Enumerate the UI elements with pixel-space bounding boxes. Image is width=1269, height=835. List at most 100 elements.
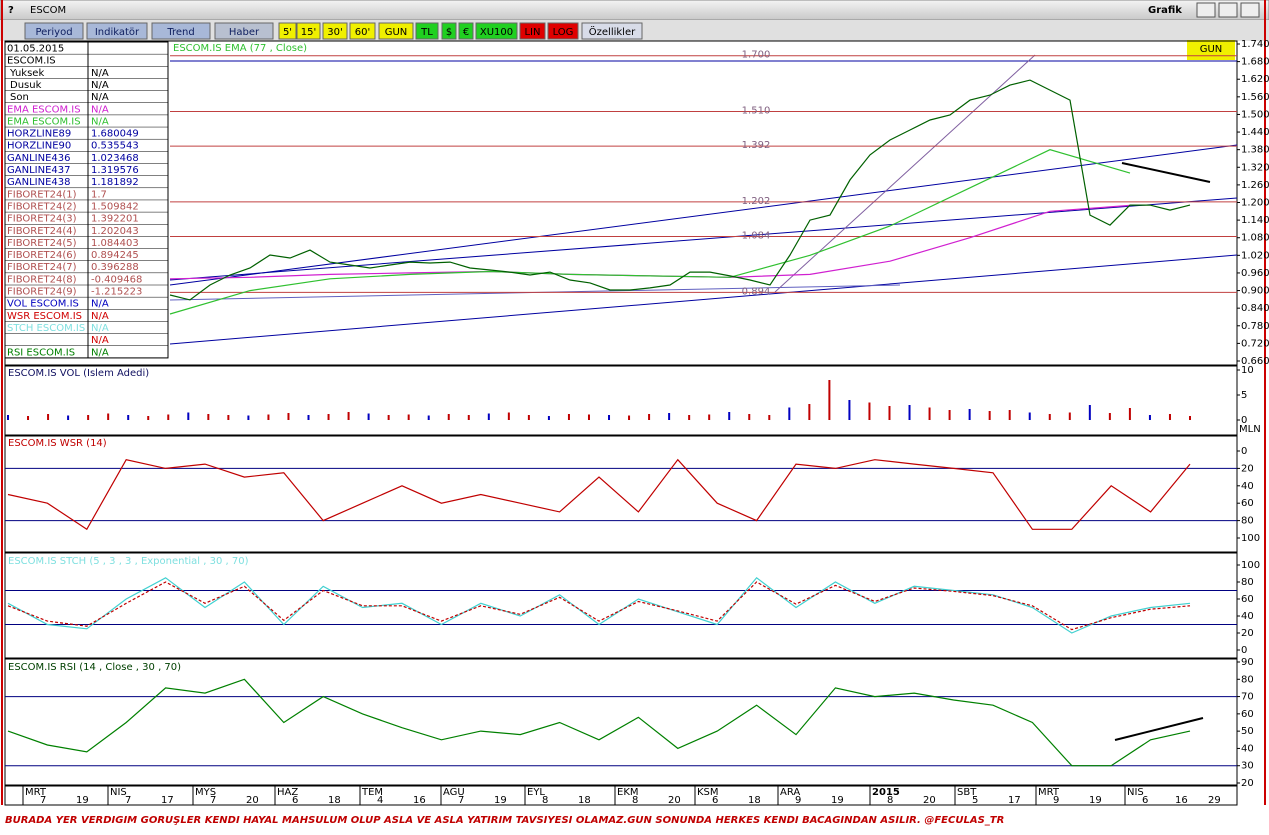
volume-bar: [808, 404, 811, 420]
volume-bar: [7, 415, 9, 420]
info-label: STCH ESCOM.IS: [7, 323, 85, 334]
volume-bar: [788, 407, 791, 420]
info-label: FIBORET24(5): [7, 238, 77, 249]
volume-bar: [828, 380, 831, 420]
y-tick-label: 90: [1241, 657, 1254, 668]
toolbar-label[interactable]: Periyod: [35, 27, 72, 38]
day-label: 8: [887, 795, 893, 806]
fib-label: 1.510: [742, 106, 771, 117]
info-value: N/A: [91, 104, 109, 115]
y-tick-label: 1.440: [1241, 127, 1269, 138]
month-label: MRT: [1038, 787, 1060, 798]
info-value: N/A: [91, 299, 109, 310]
volume-bar: [307, 415, 310, 420]
toolbar-button[interactable]: [415, 22, 439, 40]
toolbar-button[interactable]: [24, 22, 84, 40]
info-label: FIBORET24(3): [7, 214, 77, 225]
volume-bar: [407, 414, 410, 420]
day-label: 7: [210, 795, 216, 806]
y-tick-label: 1.020: [1241, 250, 1269, 261]
day-label: 18: [578, 795, 591, 806]
toolbar-label[interactable]: $: [446, 27, 452, 38]
toolbar-label[interactable]: Haber: [229, 27, 260, 38]
month-label: TEM: [361, 787, 383, 798]
y-tick-label: 1.500: [1241, 109, 1269, 120]
toolbar-button[interactable]: [458, 22, 474, 40]
volume-bar: [1128, 408, 1131, 420]
panel-title: ESCOM.IS WSR (14): [8, 438, 107, 449]
toolbar-label[interactable]: 30': [327, 27, 342, 38]
toolbar-label[interactable]: LOG: [553, 27, 574, 38]
info-value: N/A: [91, 116, 109, 127]
toolbar-label[interactable]: €: [463, 27, 469, 38]
volume-bar: [1189, 416, 1191, 420]
close-button[interactable]: [1240, 2, 1260, 18]
volume-bar: [507, 412, 510, 420]
help: ?: [8, 5, 14, 16]
toolbar-label[interactable]: XU100: [480, 27, 513, 38]
volume-bar: [27, 416, 30, 420]
toolbar-button[interactable]: [581, 22, 643, 40]
toolbar-button[interactable]: [151, 22, 211, 40]
gan-line: [169, 197, 1238, 281]
y-tick-label: 0: [1241, 415, 1247, 426]
info-label: GANLINE436: [7, 153, 70, 164]
y-tick-label: 40: [1241, 611, 1254, 622]
y-tick-label: 0: [1241, 645, 1247, 656]
minimize-button[interactable]: [1196, 2, 1216, 18]
toolbar-label[interactable]: GUN: [385, 27, 408, 38]
toolbar-label[interactable]: TL: [420, 27, 433, 38]
volume-bar: [547, 416, 550, 420]
stch-k-line: [7, 576, 1191, 634]
volume-bar: [1028, 412, 1031, 420]
volume-bar: [487, 413, 490, 420]
toolbar-button[interactable]: [519, 22, 546, 40]
toolbar-button[interactable]: [214, 22, 274, 40]
day-label: 9: [795, 795, 801, 806]
toolbar-button[interactable]: [547, 22, 579, 40]
y-tick-label: 60: [1241, 498, 1254, 509]
toolbar-label[interactable]: Trend: [166, 27, 194, 38]
fib-label: 1.700: [742, 50, 771, 61]
stch-d-line: [7, 581, 1191, 631]
volume-bar: [1008, 410, 1011, 420]
volume-bar: [948, 410, 951, 420]
month-label: NIS: [110, 787, 127, 798]
y-tick-label: 100: [1241, 560, 1260, 571]
volume-bar: [127, 415, 130, 420]
toolbar-button[interactable]: [378, 22, 414, 40]
toolbar-label[interactable]: Özellikler: [589, 25, 636, 38]
y-tick-label: 20: [1241, 463, 1254, 474]
volume-bar: [47, 414, 50, 420]
y-tick-label: 1.200: [1241, 198, 1269, 209]
toolbar-label[interactable]: Indikatör: [95, 27, 140, 38]
info-value: 1.392201: [91, 214, 139, 225]
toolbar-button[interactable]: [441, 22, 457, 40]
volume-bar: [247, 415, 250, 420]
toolbar-button[interactable]: [278, 22, 297, 40]
toolbar-label[interactable]: 15': [301, 27, 316, 38]
toolbar-label[interactable]: 5': [283, 27, 292, 38]
volume-bar: [708, 414, 711, 420]
y-tick-label: 40: [1241, 743, 1254, 754]
info-value: 1.509842: [91, 201, 139, 212]
toolbar-label[interactable]: 60': [355, 27, 370, 38]
info-value: 1.023468: [91, 153, 139, 164]
toolbar-label[interactable]: LIN: [524, 27, 540, 38]
toolbar-button[interactable]: [322, 22, 348, 40]
toolbar-button[interactable]: [475, 22, 518, 40]
toolbar-button[interactable]: [86, 22, 148, 40]
day-label: 4: [377, 795, 383, 806]
maximize-button[interactable]: [1218, 2, 1238, 18]
toolbar-button[interactable]: [296, 22, 321, 40]
info-label: Dusuk: [10, 80, 42, 91]
info-label: FIBORET24(4): [7, 226, 77, 237]
month-label: KSM: [697, 787, 719, 798]
toolbar-button[interactable]: [349, 22, 376, 40]
footer-bar: [0, 805, 1269, 835]
month-label: NIS: [1127, 787, 1144, 798]
volume-bar: [868, 402, 871, 420]
volume-bar: [347, 412, 350, 420]
info-label: Yuksek: [9, 68, 44, 79]
